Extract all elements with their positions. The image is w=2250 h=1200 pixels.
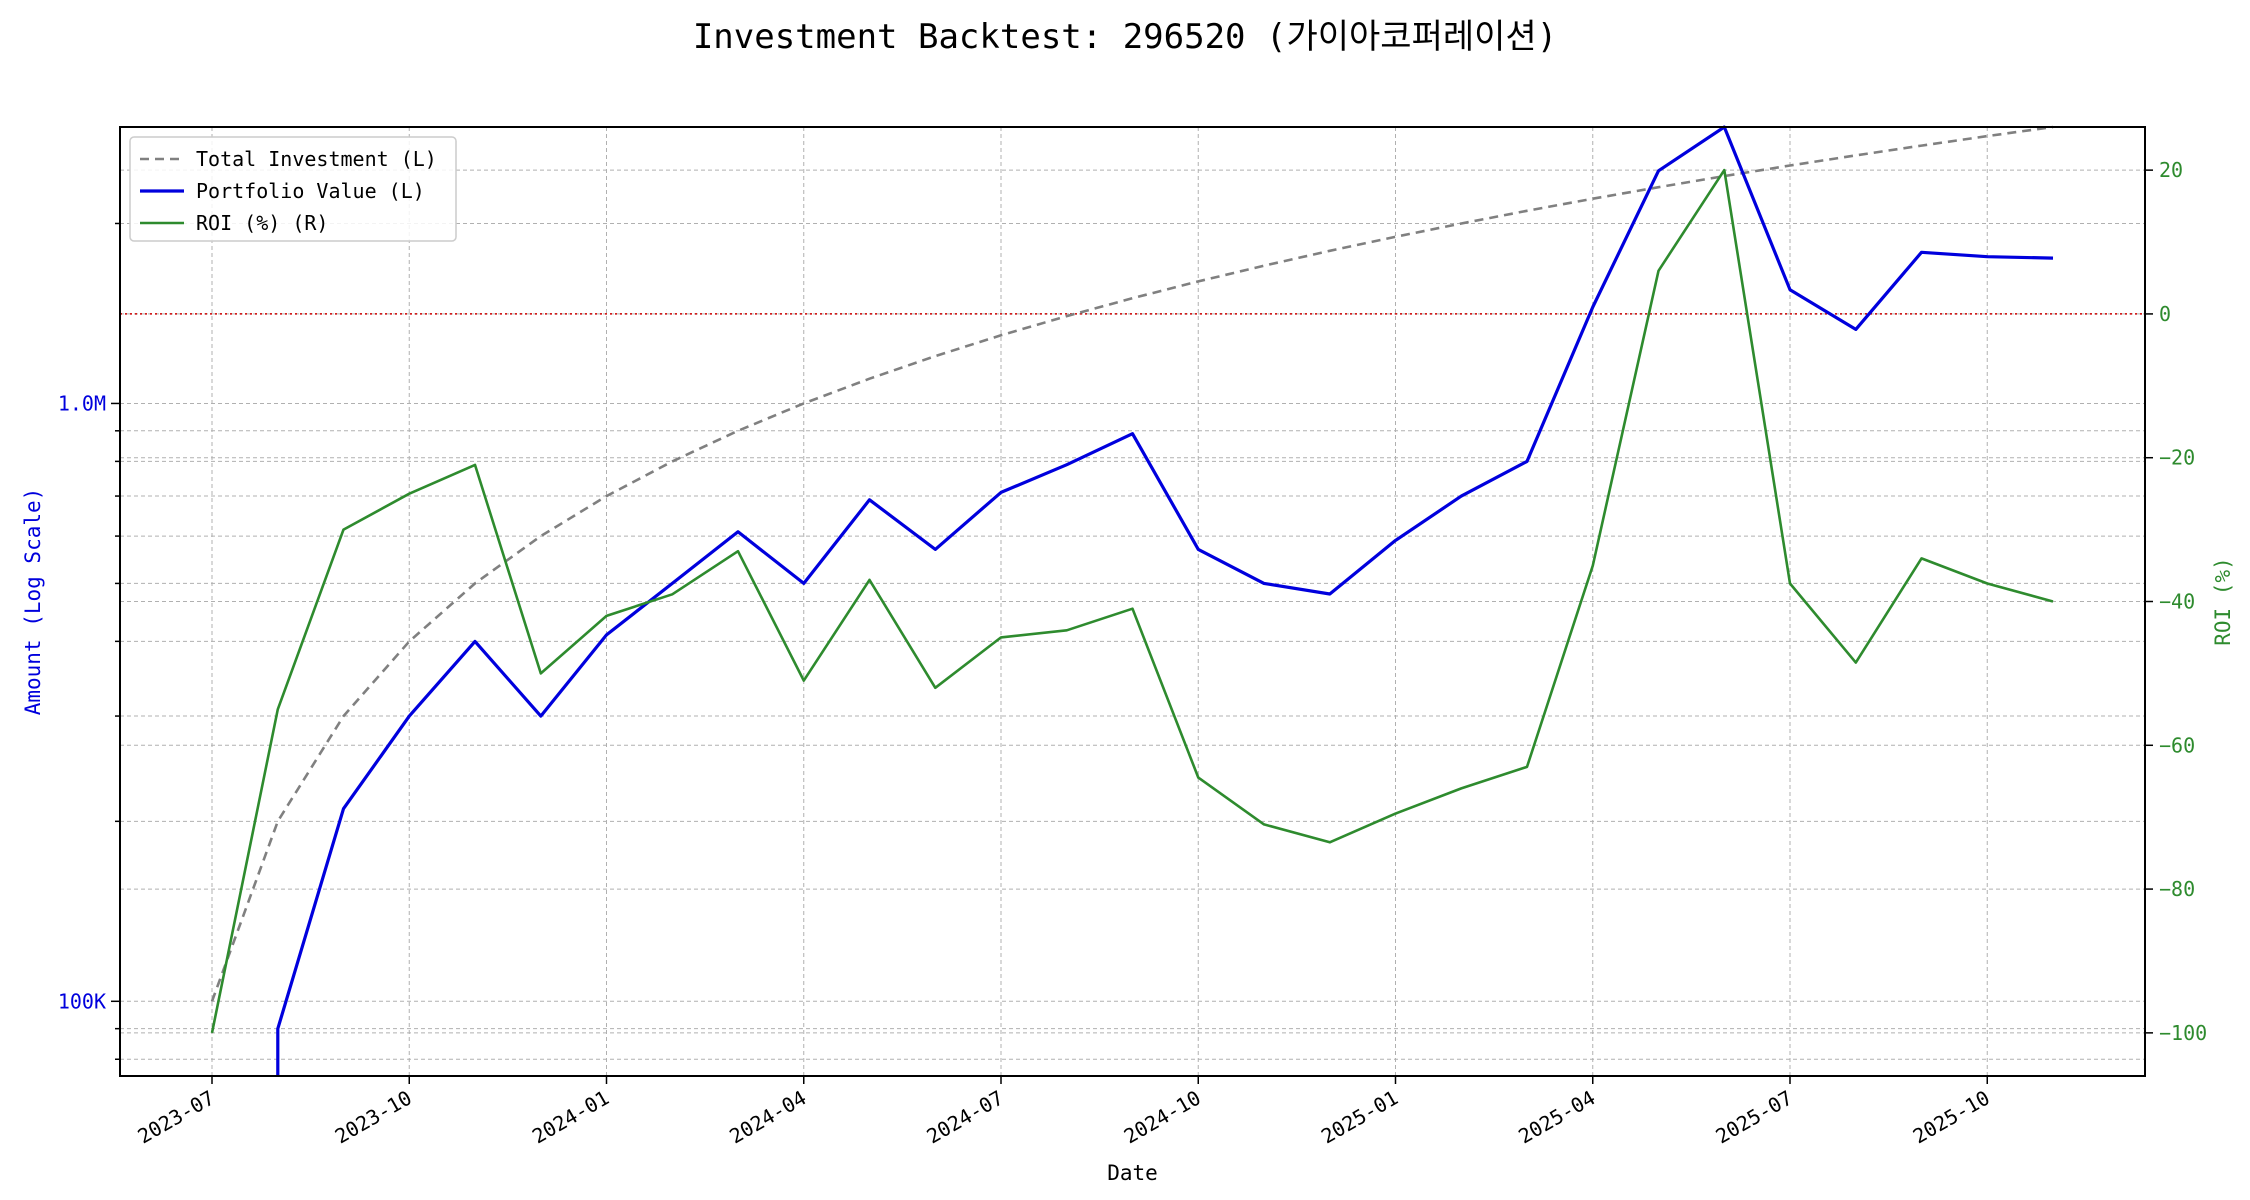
x-tick-label: 2024-10 <box>1120 1086 1205 1149</box>
legend-label-roi: ROI (%) (R) <box>196 211 328 235</box>
x-tick-label: 2023-07 <box>133 1086 218 1149</box>
x-tick-label: 2025-01 <box>1317 1086 1402 1149</box>
y-right-tick-label: 0 <box>2159 302 2171 326</box>
x-tick-label: 2025-04 <box>1514 1086 1599 1149</box>
y-left-tick-label: 1.0M <box>58 391 106 415</box>
series-layer <box>210 125 2054 1076</box>
series-portfolio-value-line <box>276 125 2054 1076</box>
x-tick-label: 2023-10 <box>331 1086 416 1149</box>
grid-layer <box>120 127 2145 1076</box>
y-right-tick-label: −40 <box>2159 590 2195 614</box>
y-right-tick-label: −80 <box>2159 877 2195 901</box>
x-axis-ticks: 2023-07 2023-10 2024-01 2024-04 2024-07 2024-… <box>133 1076 1994 1149</box>
legend-box <box>129 136 457 242</box>
x-tick-label: 2025-10 <box>1909 1086 1994 1149</box>
y-right-tick-label: −20 <box>2159 446 2195 470</box>
x-tick-label: 2025-07 <box>1711 1086 1796 1149</box>
legend-label-total-investment: Total Investment (L) <box>196 147 437 171</box>
legend: Total Investment (L) Portfolio Value (L)… <box>129 136 457 242</box>
y-right-tick-label: 20 <box>2159 158 2183 182</box>
y-axis-left-label: Amount (Log Scale) <box>21 488 45 716</box>
x-tick-label: 2024-01 <box>528 1086 613 1149</box>
y-left-tick-label: 100K <box>58 989 106 1013</box>
y-axis-right-label: ROI (%) <box>2211 557 2235 646</box>
y-axis-right-ticks: −100 −80 −60 −40 −20 0 20 <box>2145 158 2207 1045</box>
y-right-tick-label: −100 <box>2159 1021 2207 1045</box>
x-tick-label: 2024-04 <box>725 1086 810 1149</box>
y-axis-left-ticks: 100K 1.0M <box>58 222 120 1060</box>
chart-title: Investment Backtest: 296520 (가이아코퍼레이션) <box>693 17 1557 57</box>
x-axis-label: Date <box>1107 1161 1158 1185</box>
y-right-tick-label: −60 <box>2159 733 2195 757</box>
legend-label-portfolio-value: Portfolio Value (L) <box>196 179 425 203</box>
x-tick-label: 2024-07 <box>922 1086 1007 1149</box>
series-roi-line <box>210 168 2054 1034</box>
series-total-investment-line <box>210 125 2054 1002</box>
